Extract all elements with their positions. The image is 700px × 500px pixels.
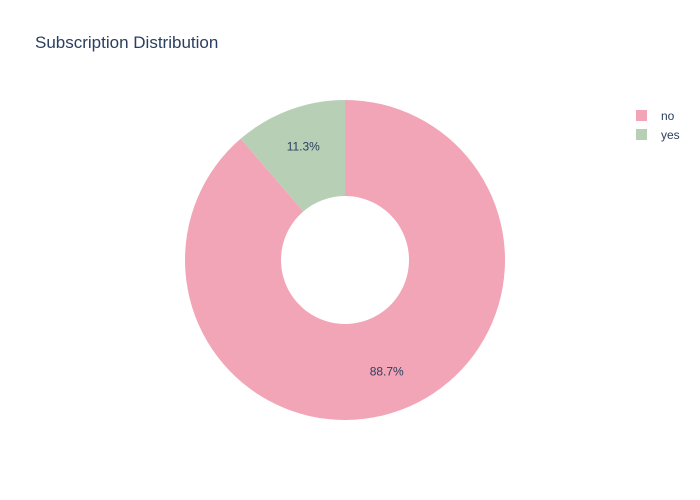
chart-title: Subscription Distribution <box>35 33 219 52</box>
legend-item-yes[interactable]: yes <box>636 125 680 144</box>
slice-labels-group: 88.7% 11.3% <box>287 140 404 379</box>
slice-label-no: 88.7% <box>370 365 404 379</box>
legend-swatch-yes <box>636 129 647 140</box>
legend: no yes <box>636 106 680 144</box>
legend-swatch-no <box>636 110 647 121</box>
slice-no[interactable] <box>185 100 505 420</box>
legend-label-no: no <box>661 108 675 123</box>
slices-group <box>185 100 505 420</box>
legend-item-no[interactable]: no <box>636 106 680 125</box>
slice-label-yes: 11.3% <box>287 140 320 154</box>
slice-yes[interactable] <box>240 100 345 212</box>
legend-label-yes: yes <box>661 127 680 142</box>
